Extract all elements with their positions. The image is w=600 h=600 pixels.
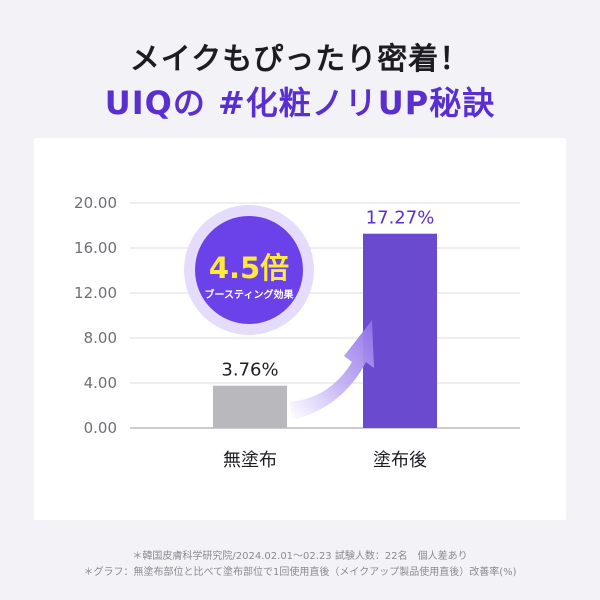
y-tick-label: 4.00 [84, 374, 117, 392]
y-tick-label: 8.00 [84, 329, 117, 347]
headline: メイクもぴったり密着！ [129, 42, 471, 77]
footnote-1: ＊韓国皮膚科学研究院/2024.02.01～02.23 試験人数：22名 個人差… [132, 551, 468, 562]
y-tick-label: 20.00 [74, 194, 117, 212]
badge-disc [195, 216, 303, 324]
chart-panel [34, 138, 566, 520]
bar [363, 233, 437, 428]
bar [213, 385, 287, 428]
badge-caption: ブースティング効果 [205, 288, 295, 301]
data-label: 3.76% [221, 360, 278, 381]
badge-value: 4.5倍 [209, 251, 289, 285]
footnote-2: ＊グラフ：無塗布部位と比べて塗布部位で1回使用直後（メイクアップ製品使用直後）改… [83, 567, 517, 578]
category-label: 塗布後 [373, 449, 427, 471]
y-tick-label: 16.00 [74, 239, 117, 257]
growth-arrow [290, 320, 374, 420]
y-tick-label: 0.00 [84, 419, 117, 437]
y-tick-label: 12.00 [74, 284, 117, 302]
data-label: 17.27% [366, 208, 435, 229]
category-label: 無塗布 [223, 449, 277, 471]
subheadline: UIQの #化粧ノリUP秘訣 [104, 84, 496, 122]
boost-badge: 4.5倍 ブースティング効果 [184, 205, 314, 335]
